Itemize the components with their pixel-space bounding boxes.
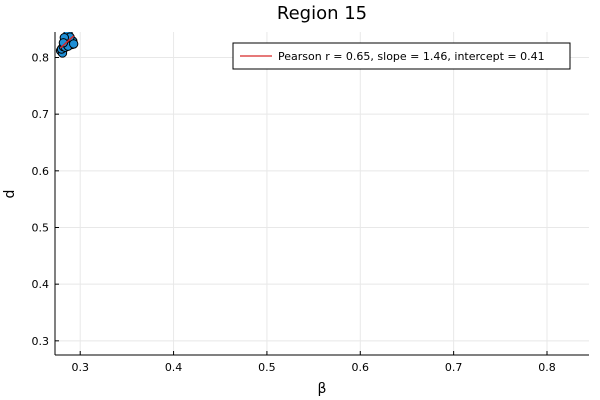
y-axis-title: d xyxy=(2,190,18,199)
y-tick-label: 0.7 xyxy=(32,108,50,121)
fit-line xyxy=(60,35,75,49)
y-tick-label: 0.8 xyxy=(32,52,50,65)
x-tick-label: 0.6 xyxy=(352,361,370,374)
grid xyxy=(55,32,589,355)
x-tick-label: 0.8 xyxy=(538,361,556,374)
legend: Pearson r = 0.65, slope = 1.46, intercep… xyxy=(232,42,571,70)
x-tick-label: 0.5 xyxy=(258,361,276,374)
legend-label: Pearson r = 0.65, slope = 1.46, intercep… xyxy=(278,50,545,63)
data-point xyxy=(68,39,79,49)
ticks: 0.3 0.4 0.5 0.6 0.7 0.8 0.3 0.4 0.5 0.6 0.7 0.8 xyxy=(32,52,556,375)
data-point xyxy=(58,38,69,48)
x-axis-title: β xyxy=(318,381,327,397)
plot-area xyxy=(55,32,79,58)
x-tick-label: 0.7 xyxy=(445,361,463,374)
axes xyxy=(54,32,589,356)
y-tick-label: 0.3 xyxy=(32,335,50,348)
legend-box xyxy=(232,42,571,70)
y-tick-label: 0.5 xyxy=(32,222,50,235)
y-tick-label: 0.4 xyxy=(32,278,50,291)
x-tick-label: 0.3 xyxy=(71,361,89,374)
chart-title: Region 15 xyxy=(277,3,367,24)
x-tick-label: 0.4 xyxy=(165,361,183,374)
y-tick-label: 0.6 xyxy=(32,165,50,178)
